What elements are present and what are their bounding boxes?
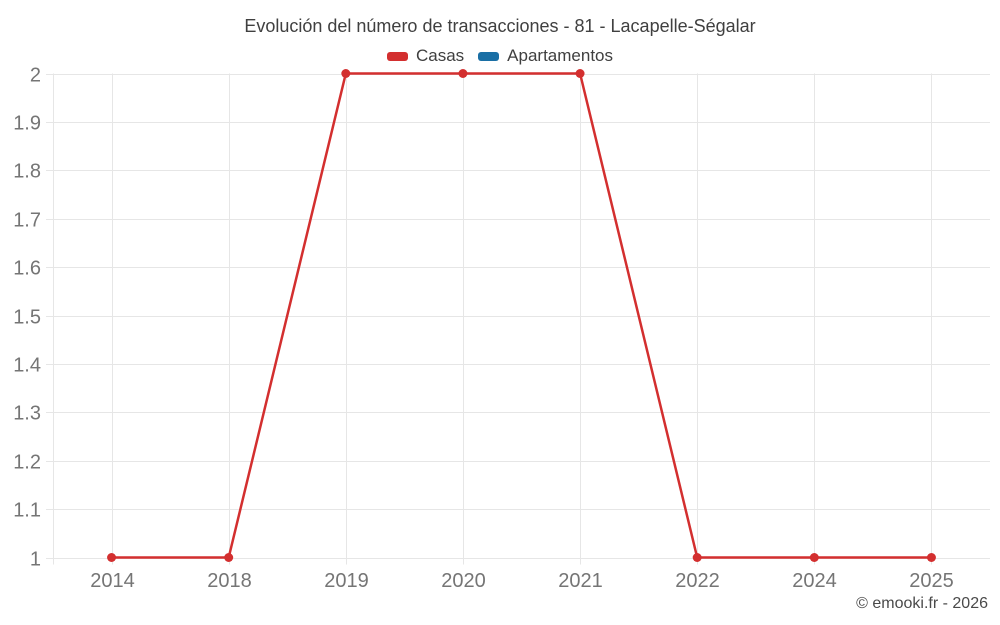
- x-tick-label: 2024: [792, 570, 837, 592]
- legend-label: Apartamentos: [507, 46, 614, 65]
- x-tick-label: 2022: [675, 570, 720, 592]
- gridlines: 1 1.1 1.2 1.3 1.4 1.5 1.6 1.7 1.8 1.9 2 2014 2018 201…: [13, 65, 990, 592]
- x-tick-label: 2021: [558, 570, 603, 592]
- legend-swatch: [478, 51, 500, 61]
- chart-title: Evolución del número de transacciones - …: [244, 16, 756, 36]
- chart-legend: Casas Apartamentos: [0, 46, 1000, 66]
- x-tick-label: 2025: [909, 570, 954, 592]
- data-point-2019[interactable]: [341, 69, 351, 78]
- series-line: [110, 72, 933, 559]
- legend-swatch: [386, 51, 408, 61]
- legend-item-apartamentos[interactable]: Apartamentos: [478, 46, 613, 66]
- x-tick-label: 2018: [207, 570, 252, 592]
- y-tick-label: 1: [30, 549, 41, 571]
- y-tick-label: 1.6: [13, 258, 41, 280]
- y-tick-label: 1.3: [13, 403, 41, 425]
- y-tick-label: 1.7: [13, 210, 41, 232]
- series-casas: [107, 69, 936, 562]
- y-tick-label: 2: [30, 65, 41, 87]
- y-tick-label: 1.9: [13, 113, 41, 135]
- data-point-2020[interactable]: [458, 69, 468, 78]
- data-point-2014[interactable]: [107, 553, 117, 562]
- y-tick-label: 1.8: [13, 161, 41, 183]
- data-point-2024[interactable]: [809, 553, 819, 562]
- data-point-2022[interactable]: [692, 553, 702, 562]
- copyright-watermark: © emooki.fr - 2026: [856, 595, 988, 612]
- y-tick-label: 1.1: [13, 500, 41, 522]
- x-tick-label: 2020: [441, 570, 486, 592]
- x-tick-label: 2014: [90, 570, 135, 592]
- y-tick-label: 1.4: [13, 355, 41, 377]
- legend-label: Casas: [415, 46, 465, 65]
- y-tick-label: 1.5: [13, 307, 41, 329]
- data-point-2021[interactable]: [575, 69, 585, 78]
- y-tick-label: 1.2: [13, 452, 41, 474]
- data-point-2025[interactable]: [926, 553, 936, 562]
- x-tick-label: 2019: [324, 570, 369, 592]
- data-point-2018[interactable]: [224, 553, 234, 562]
- legend-item-casas[interactable]: Casas: [386, 46, 465, 66]
